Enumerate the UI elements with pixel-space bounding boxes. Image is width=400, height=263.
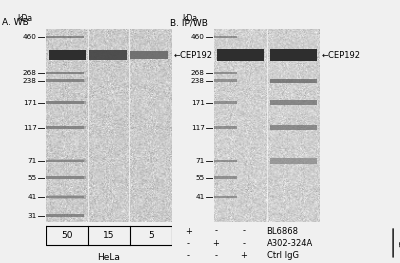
Text: +: + — [240, 251, 247, 260]
Bar — [46, 72, 84, 74]
Text: B. IP/WB: B. IP/WB — [170, 18, 208, 27]
Bar — [214, 36, 237, 38]
Text: 31: 31 — [28, 213, 37, 219]
Bar — [48, 101, 86, 104]
Bar — [46, 127, 84, 129]
Bar — [48, 176, 86, 179]
Text: 55: 55 — [195, 175, 204, 181]
Bar — [270, 79, 317, 83]
Text: 238: 238 — [191, 78, 204, 84]
Text: IP: IP — [399, 239, 400, 247]
Bar — [214, 160, 237, 162]
Text: A. WB: A. WB — [2, 18, 29, 27]
Text: 71: 71 — [28, 158, 37, 164]
Text: 268: 268 — [23, 70, 37, 76]
Bar — [270, 158, 317, 164]
Text: +: + — [212, 239, 220, 248]
Bar — [48, 159, 86, 163]
Text: 50: 50 — [61, 231, 73, 240]
Text: -: - — [214, 251, 218, 260]
Bar — [48, 50, 86, 60]
Bar — [46, 160, 84, 162]
Bar — [46, 36, 84, 38]
Text: -: - — [242, 239, 245, 248]
Text: -: - — [187, 239, 190, 248]
Text: HeLa: HeLa — [98, 253, 120, 262]
Text: 41: 41 — [195, 194, 204, 200]
Bar — [48, 195, 86, 199]
Bar — [214, 79, 237, 82]
Bar — [46, 79, 84, 82]
Text: 15: 15 — [103, 231, 115, 240]
Text: 41: 41 — [28, 194, 37, 200]
Bar — [130, 51, 168, 59]
Bar — [48, 126, 86, 129]
Text: A302-324A: A302-324A — [267, 239, 313, 248]
Bar — [89, 50, 127, 60]
Text: kDa: kDa — [17, 14, 32, 23]
Bar — [214, 72, 237, 74]
Bar — [46, 214, 84, 217]
Text: -: - — [187, 251, 190, 260]
Text: Ctrl IgG: Ctrl IgG — [267, 251, 298, 260]
Text: 55: 55 — [28, 175, 37, 181]
Text: 460: 460 — [23, 34, 37, 40]
Bar — [214, 101, 237, 104]
Text: 117: 117 — [191, 125, 204, 131]
Text: 171: 171 — [191, 99, 204, 105]
Text: 238: 238 — [23, 78, 37, 84]
Text: kDa: kDa — [182, 14, 197, 23]
Text: 71: 71 — [195, 158, 204, 164]
Text: 5: 5 — [148, 231, 154, 240]
Bar — [270, 100, 317, 105]
Bar — [48, 79, 86, 82]
Bar — [214, 176, 237, 179]
Text: 460: 460 — [191, 34, 204, 40]
Bar — [214, 196, 237, 198]
Bar — [270, 49, 317, 61]
Text: -: - — [242, 227, 245, 236]
Bar — [270, 125, 317, 130]
Text: ←CEP192: ←CEP192 — [322, 50, 361, 60]
Bar — [217, 49, 264, 61]
Bar — [46, 101, 84, 104]
Bar — [46, 196, 84, 198]
Text: -: - — [214, 227, 218, 236]
Text: 117: 117 — [23, 125, 37, 131]
Text: 268: 268 — [191, 70, 204, 76]
Bar — [214, 127, 237, 129]
Bar — [46, 176, 84, 179]
Text: +: + — [185, 227, 192, 236]
Text: 171: 171 — [23, 99, 37, 105]
Text: ←CEP192: ←CEP192 — [174, 50, 213, 60]
Text: BL6868: BL6868 — [267, 227, 298, 236]
